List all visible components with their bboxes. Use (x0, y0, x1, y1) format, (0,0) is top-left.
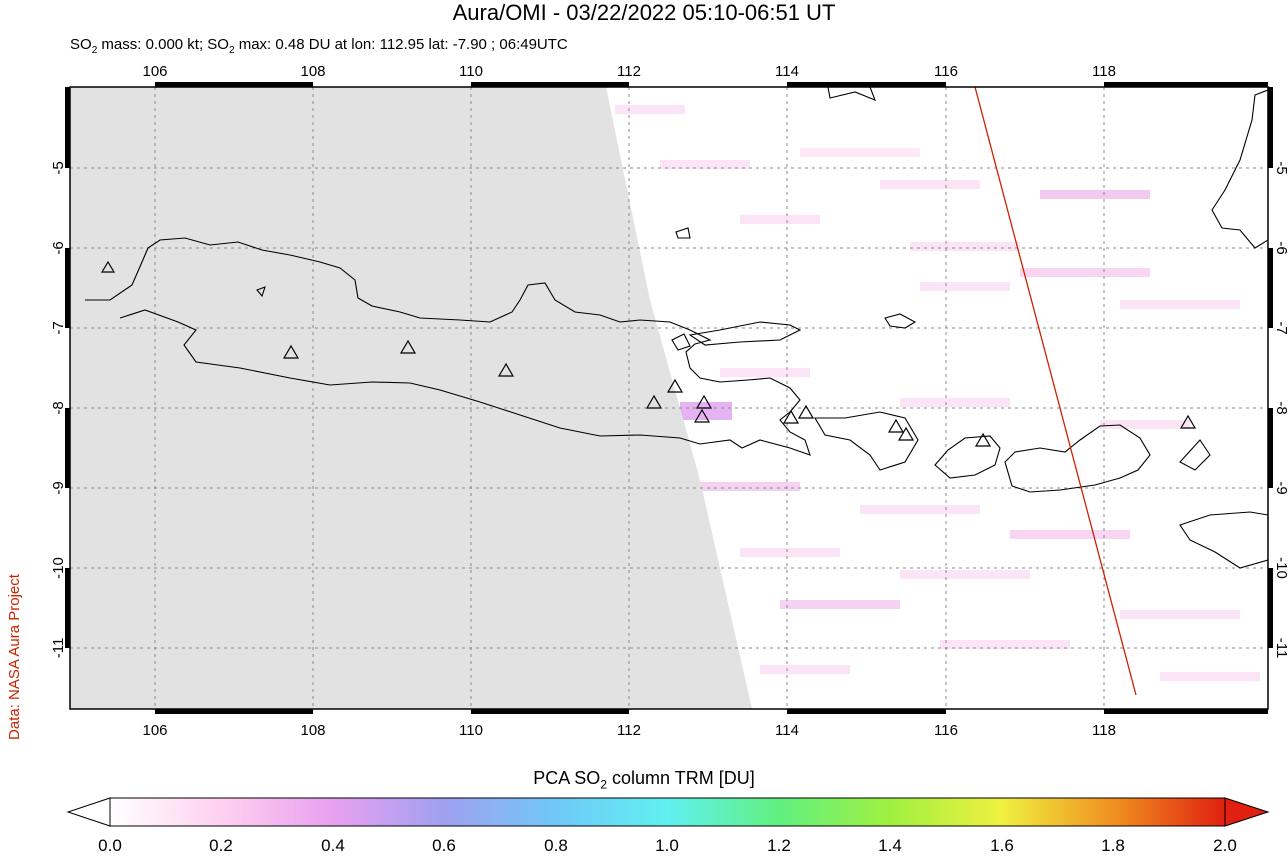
lat-label: -11 (50, 638, 67, 659)
lon-label: 114 (775, 63, 799, 80)
volcano-marker (693, 408, 711, 423)
volcano-marker (782, 409, 800, 424)
volcano-marker (1179, 414, 1197, 429)
volcano-marker (695, 394, 713, 409)
colorbar-tick: 0.6 (432, 836, 456, 855)
colorbar-low-arrow (66, 797, 111, 827)
sulawesi-coastline (1211, 89, 1268, 249)
colorbar-tick: 1.4 (878, 836, 902, 855)
colorbar-tick: 0.8 (544, 836, 568, 855)
island-small-3 (256, 286, 266, 298)
orbit-track-line (974, 87, 1137, 696)
map-frame: 106 108 110 112 114 116 118 106 108 110 … (50, 63, 1288, 739)
map-border (69, 86, 1269, 710)
flores-coastline (1179, 439, 1211, 471)
island-small-2 (675, 227, 691, 239)
colorbar-tick: 0.4 (321, 836, 345, 855)
lombok-coastline (934, 435, 1001, 479)
colorbar-gradient (109, 797, 1226, 827)
sumba-coastline (1179, 511, 1268, 569)
colorbar (66, 797, 1270, 827)
colorbar-tick: 0.2 (209, 836, 233, 855)
graticule (70, 87, 1268, 709)
lat-label: -8 (1273, 401, 1288, 414)
island-small-1 (884, 313, 917, 329)
volcano-marker (666, 378, 684, 393)
island-small-4 (671, 333, 691, 351)
lon-label: 116 (934, 63, 958, 80)
volcano-marker (887, 418, 905, 433)
java-coastline (85, 237, 811, 456)
colorbar-title-prefix: PCA SO (533, 768, 601, 788)
lat-label: -6 (50, 241, 67, 254)
volcano-marker (399, 339, 417, 354)
colorbar-tick: 0.0 (98, 836, 122, 855)
lon-labels-bottom: 106 108 110 112 114 116 118 (142, 722, 1115, 739)
subtitle-suffix: max: 0.48 DU at lon: 112.95 lat: -7.90 ;… (234, 36, 568, 53)
colorbar-title: PCA SO2 column TRM [DU] (0, 768, 1288, 792)
volcano-marker (282, 344, 300, 359)
colorbar-tick: 1.2 (767, 836, 791, 855)
colorbar-tick: 1.0 (655, 836, 679, 855)
lon-label: 112 (617, 722, 641, 739)
lon-label: 118 (1092, 722, 1116, 739)
lat-label: -10 (1273, 557, 1288, 579)
volcano-markers (100, 260, 1197, 447)
lat-label: -9 (50, 481, 67, 494)
lon-label: 114 (775, 722, 799, 739)
colorbar-tick: 1.6 (990, 836, 1014, 855)
colorbar-tick: 2.0 (1213, 836, 1237, 855)
colorbar-tick: 1.8 (1101, 836, 1125, 855)
borneo-coastline (827, 87, 876, 101)
lat-label: -9 (1273, 481, 1288, 494)
frame-scale-bars (65, 82, 1273, 714)
coastlines (85, 87, 1268, 569)
volcano-marker (797, 404, 815, 419)
volcano-marker (974, 432, 992, 447)
subtitle-mid: mass: 0.000 kt; SO (97, 36, 229, 53)
lat-label: -10 (50, 557, 67, 579)
lat-label: -5 (1273, 161, 1288, 174)
volcano-marker (100, 260, 116, 273)
lon-label: 106 (142, 722, 167, 739)
lon-label: 110 (459, 63, 483, 80)
lon-label: 110 (459, 722, 483, 739)
lon-label: 106 (142, 63, 167, 80)
subtitle-prefix: SO (70, 36, 92, 53)
subtitle-sub2: 2 (228, 45, 235, 56)
lon-label: 108 (300, 722, 325, 739)
lat-labels-right: -5 -6 -7 -8 -9 -10 -11 (1273, 161, 1288, 658)
lon-labels-top: 106 108 110 112 114 116 118 (142, 63, 1115, 80)
lat-label: -7 (50, 321, 67, 334)
colorbar-title-sub: 2 (600, 777, 607, 792)
so2-swath (615, 105, 1260, 681)
lat-label: -7 (1273, 321, 1288, 334)
lon-label: 118 (1092, 63, 1116, 80)
subtitle-sub: 2 (91, 45, 98, 56)
madura-coastline (688, 321, 802, 346)
map-subtitle: SO2 mass: 0.000 kt; SO2 max: 0.48 DU at … (70, 36, 568, 60)
lat-label: -6 (1273, 241, 1288, 254)
lat-label: -5 (50, 161, 67, 174)
lon-label: 116 (934, 722, 958, 739)
colorbar-title-suffix: column TRM [DU] (607, 768, 755, 788)
map-title: Aura/OMI - 03/22/2022 05:10-06:51 UT (452, 0, 836, 25)
bali-coastline (814, 411, 919, 471)
volcano-marker (497, 362, 515, 377)
volcano-marker (645, 394, 663, 409)
colorbar-high-arrow (1224, 797, 1270, 827)
lon-label: 108 (300, 63, 325, 80)
lon-label: 112 (617, 63, 641, 80)
sumbawa-coastline (1004, 424, 1151, 493)
lat-label: -8 (50, 401, 67, 414)
lat-labels-left: -5 -6 -7 -8 -9 -10 -11 (50, 161, 67, 658)
lat-label: -11 (1273, 638, 1288, 659)
volcano-marker (897, 426, 915, 441)
